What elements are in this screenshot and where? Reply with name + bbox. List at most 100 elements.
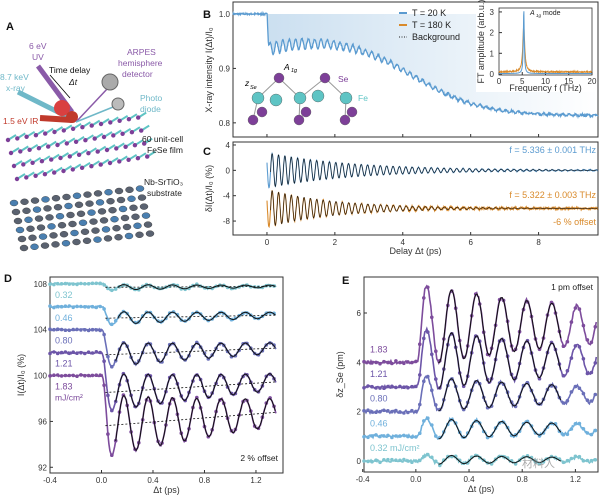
scattered-xray-arrow — [75, 104, 119, 123]
data-point — [410, 435, 414, 439]
data-point — [55, 373, 60, 377]
y-tick-label: 92 — [38, 463, 47, 472]
data-point — [589, 432, 594, 437]
substrate-atom — [85, 200, 94, 207]
x-tick-label: -0.4 — [356, 475, 370, 484]
data-point — [86, 350, 91, 355]
y-tick-label: -4 — [223, 192, 231, 201]
data-point — [577, 386, 582, 391]
film-atom — [18, 149, 23, 154]
data-point — [98, 373, 102, 378]
substrate-atom — [89, 218, 98, 225]
film-atom — [126, 117, 132, 122]
film-atom — [126, 157, 131, 162]
data-point — [418, 402, 422, 407]
xray-label: x-ray — [6, 83, 26, 93]
substrate-atom — [51, 241, 60, 248]
film-atom — [36, 146, 42, 151]
data-point — [90, 327, 95, 332]
y-tick-label: 0 — [226, 166, 231, 175]
data-point — [398, 384, 402, 389]
x-tick-label: 15 — [564, 77, 573, 86]
film-atom — [145, 154, 150, 159]
data-point — [406, 385, 410, 390]
x-axis-label: Δt (ps) — [153, 485, 180, 495]
data-point — [79, 281, 83, 286]
data-point — [565, 369, 570, 373]
film-atom — [117, 159, 122, 164]
data-point — [71, 350, 75, 355]
se-atom — [293, 114, 305, 126]
x-tick-label: 0.4 — [147, 476, 159, 485]
data-point — [52, 305, 56, 310]
film-atom — [11, 163, 17, 169]
data-point — [434, 377, 438, 381]
data-point — [394, 458, 398, 463]
data-point — [48, 304, 52, 308]
substrate-atom — [57, 221, 67, 229]
data-point — [79, 328, 83, 332]
data-point — [370, 361, 374, 365]
data-point — [593, 428, 598, 433]
data-point — [402, 433, 406, 438]
data-point — [426, 416, 430, 421]
data-point — [374, 458, 378, 463]
data-point — [565, 399, 570, 403]
data-point — [398, 360, 402, 365]
data-point — [94, 305, 99, 310]
data-point — [569, 356, 574, 360]
data-point — [406, 410, 410, 415]
film-atom — [8, 150, 14, 156]
film-atom — [139, 128, 144, 133]
data-point — [422, 419, 426, 423]
data-point — [406, 459, 410, 463]
film-atom — [104, 147, 110, 153]
data-point — [414, 384, 418, 389]
watermark: 材料人 — [522, 456, 555, 470]
data-point — [414, 359, 418, 364]
y-tick-label: 3 — [490, 8, 495, 17]
substrate-label: substrate — [147, 188, 182, 198]
data-point — [374, 433, 378, 437]
x-tick-label: 5 — [520, 77, 525, 86]
film-atom — [101, 134, 107, 140]
data-point — [94, 328, 99, 332]
film-atom — [61, 168, 66, 174]
film-atom — [76, 152, 82, 157]
data-point — [398, 458, 402, 463]
data-point — [394, 359, 398, 363]
photodiode-icon — [111, 97, 125, 111]
data-point — [59, 374, 64, 378]
data-point — [426, 285, 430, 290]
film-atom — [43, 131, 48, 136]
data-point — [585, 458, 590, 463]
x-tick-label: 1.2 — [250, 476, 262, 485]
substrate-atom — [99, 217, 109, 224]
time-delay-label: Time delay — [49, 65, 91, 75]
film-atom — [64, 141, 70, 146]
substrate-atom — [87, 209, 96, 216]
data-point — [585, 431, 590, 435]
data-point — [106, 393, 110, 398]
substrate-atom — [13, 217, 23, 225]
data-point — [90, 351, 95, 355]
data-point — [374, 410, 378, 415]
data-point — [565, 458, 570, 463]
substrate-atom — [120, 214, 130, 222]
data-point — [366, 408, 370, 413]
fe-atom — [293, 91, 307, 105]
data-point — [406, 360, 410, 364]
data-point — [75, 351, 79, 356]
film-atom — [30, 160, 35, 165]
film-atom — [123, 144, 128, 149]
substrate-atom — [106, 197, 115, 205]
film-atom — [27, 147, 32, 152]
data-point — [569, 390, 574, 394]
substrate-atom — [68, 220, 77, 228]
substrate-atom — [64, 202, 73, 210]
data-point — [63, 281, 68, 286]
film-atom — [67, 154, 73, 159]
y-tick-label: 100 — [34, 372, 48, 381]
data-point — [390, 384, 394, 389]
data-point — [581, 459, 586, 463]
